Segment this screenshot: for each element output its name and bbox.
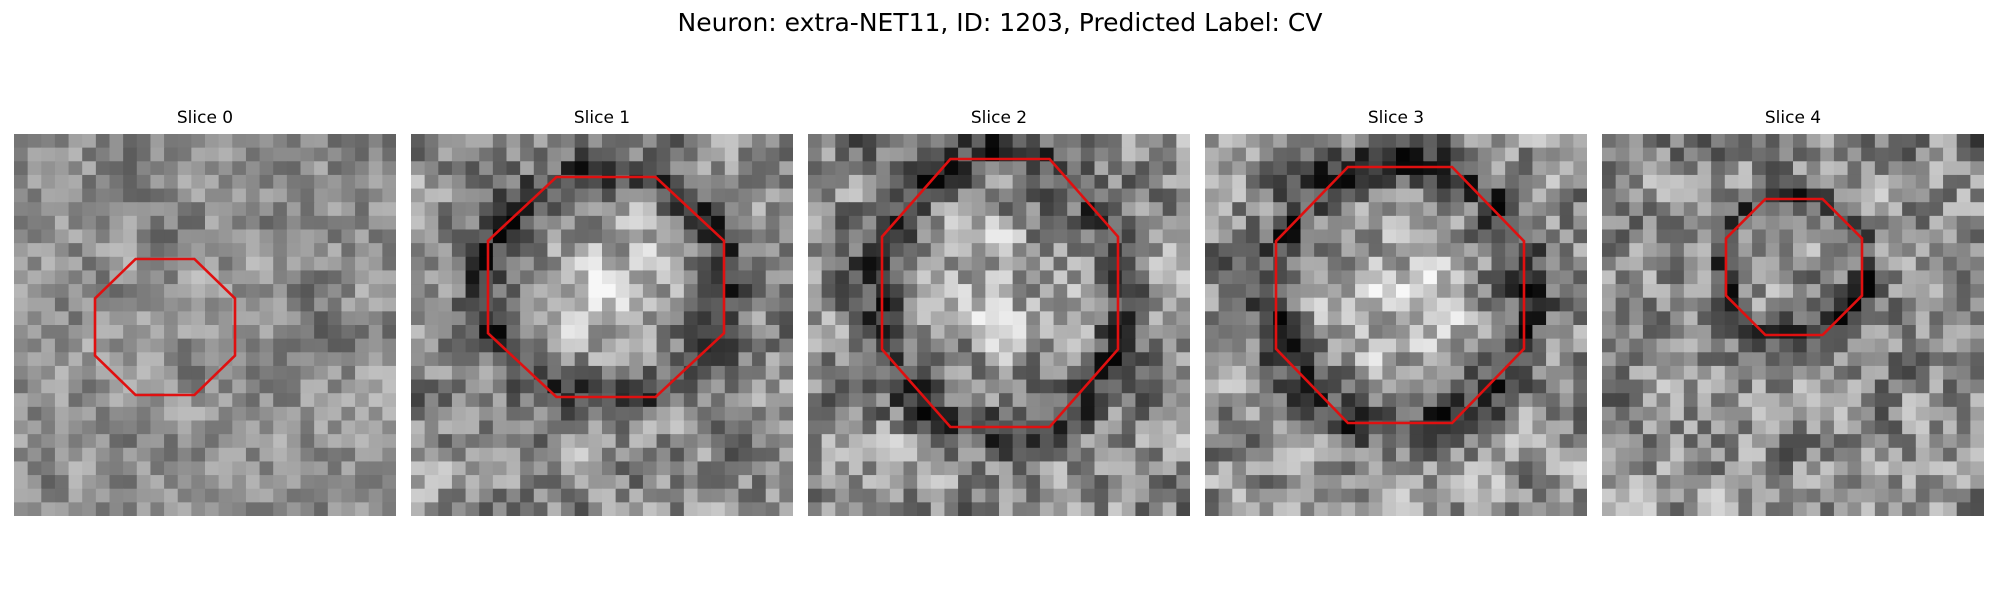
slice-image bbox=[411, 134, 793, 516]
slice-image bbox=[808, 134, 1190, 516]
slice-panel-0: Slice 0 bbox=[14, 108, 396, 516]
slice-panel-3: Slice 3 bbox=[1205, 108, 1587, 516]
slice-panel-2: Slice 2 bbox=[808, 108, 1190, 516]
slice-title: Slice 2 bbox=[970, 108, 1028, 128]
slice-title: Slice 0 bbox=[176, 108, 234, 128]
roi-outline bbox=[486, 175, 726, 399]
roi-outline bbox=[1724, 197, 1864, 337]
slice-panel-1: Slice 1 bbox=[411, 108, 793, 516]
figure-title: Neuron: extra-NET11, ID: 1203, Predicted… bbox=[677, 8, 1323, 37]
roi-outline bbox=[1274, 165, 1526, 425]
slice-title: Slice 4 bbox=[1764, 108, 1822, 128]
slice-title: Slice 1 bbox=[573, 108, 631, 128]
roi-outline bbox=[93, 257, 237, 397]
roi-outline bbox=[880, 157, 1120, 429]
slice-image bbox=[1205, 134, 1587, 516]
slice-panel-4: Slice 4 bbox=[1602, 108, 1984, 516]
slice-title: Slice 3 bbox=[1367, 108, 1425, 128]
slice-image bbox=[1602, 134, 1984, 516]
slice-image bbox=[14, 134, 396, 516]
